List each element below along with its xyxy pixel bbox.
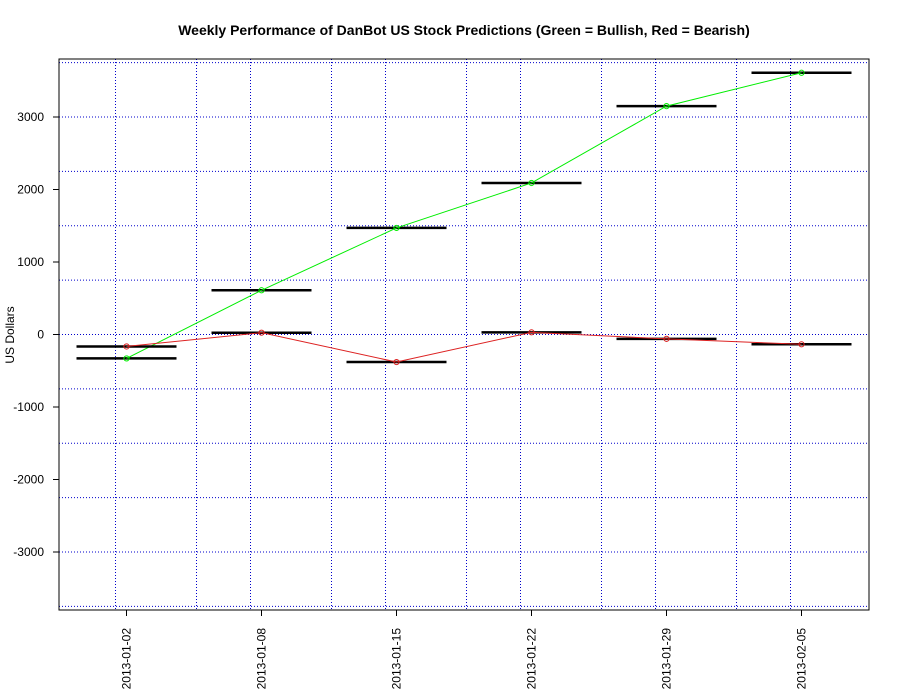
x-tick-label: 2013-01-02 [120,628,134,690]
y-axis-label: US Dollars [3,306,17,363]
y-tick-label: 0 [37,328,44,342]
series-1-point-2013-01-22 [528,329,535,336]
y-tick-label: -3000 [13,545,44,559]
x-tick-label: 2013-01-22 [525,628,539,690]
series-1-point-2013-02-05 [798,341,805,348]
plot-marks [76,69,852,366]
x-tick-label: 2013-01-29 [660,628,674,690]
axes: -3000 -2000 -1000 0 1000 2000 3000 2013-01-02 20… [13,110,808,689]
series-0-line [126,72,802,359]
x-tick-label: 2013-02-05 [795,628,809,690]
grid [59,59,869,610]
y-tick-label: -1000 [13,400,44,414]
series-1-point-2013-01-08 [258,329,265,336]
y-tick-label: 1000 [17,255,44,269]
series-1-point-2013-01-15 [393,358,400,366]
x-tick-label: 2013-01-15 [390,628,404,690]
series-0-point-2013-01-29 [663,103,670,110]
y-tick-label: -2000 [13,473,44,487]
series-0-point-2013-01-22 [528,179,535,187]
series-0-point-2013-01-08 [258,287,265,294]
y-tick-label: 3000 [17,110,44,124]
series-0-point-2013-01-15 [393,224,400,232]
series-1-line [126,331,802,363]
series-1-point-2013-01-29 [663,335,670,342]
series-0-point-2013-01-02 [123,355,130,362]
series-0-point-2013-02-05 [798,69,805,76]
x-tick-label: 2013-01-08 [255,628,269,690]
series-1-point-2013-01-02 [123,343,130,350]
chart-title: Weekly Performance of DanBot US Stock Pr… [178,22,750,38]
y-tick-label: 2000 [17,183,44,197]
